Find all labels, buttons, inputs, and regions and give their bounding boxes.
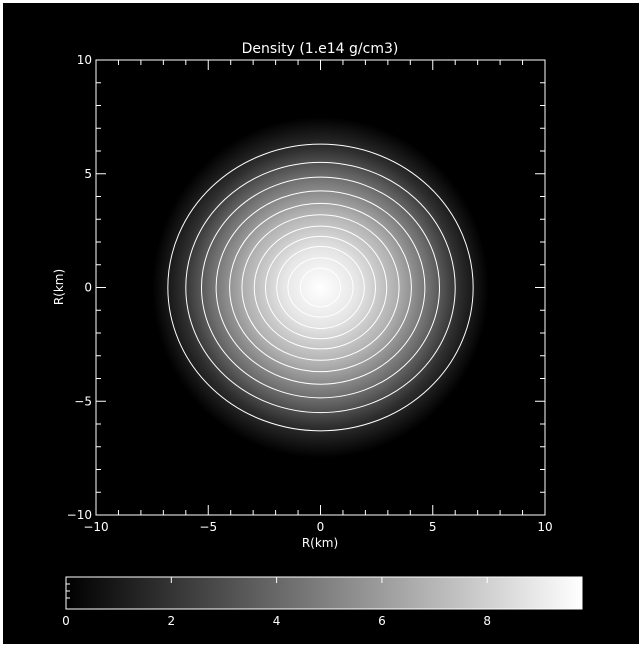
y-minor-ticks: [96, 82, 545, 493]
contour-line: [299, 267, 342, 308]
x-minor-ticks: [117, 60, 524, 515]
colorbar-tick-label: 4: [273, 614, 281, 628]
colorbar-tick-label: 6: [378, 614, 386, 628]
contour-line: [215, 190, 426, 385]
y-tick-label: 0: [84, 281, 92, 295]
contour-line: [167, 143, 474, 432]
x-tick-label: 0: [317, 520, 325, 534]
y-tick-label: 5: [84, 167, 92, 181]
plot-window: Density (1.e14 g/cm3) −10 −5 0 5 10 −10 −5 0 5 1…: [3, 3, 639, 644]
x-tick-label: 10: [537, 520, 552, 534]
x-tick-label: 5: [429, 520, 437, 534]
chart-title: Density (1.e14 g/cm3): [242, 41, 399, 57]
contour-line: [201, 176, 440, 399]
contour-line: [253, 225, 388, 350]
x-tick-label: −5: [199, 520, 217, 534]
contour-line: [229, 202, 412, 373]
density-chart: Density (1.e14 g/cm3) −10 −5 0 5 10 −10 −5 0 5 1…: [52, 41, 583, 628]
x-axis-ticks: −10 −5 0 5 10: [83, 60, 553, 534]
contour-line: [276, 246, 365, 329]
y-tick-label: −5: [74, 394, 92, 408]
y-tick-label: 10: [77, 53, 92, 67]
colorbar-tick-label: 2: [167, 614, 175, 628]
contour-line: [264, 235, 377, 340]
contour-lines: [167, 143, 474, 432]
density-field: [152, 116, 489, 459]
colorbar-tick-label: 8: [483, 614, 491, 628]
contour-line: [287, 257, 354, 318]
x-axis-label: R(km): [302, 536, 338, 550]
colorbar: [65, 576, 583, 610]
colorbar-tick-label: 0: [62, 614, 70, 628]
contour-line: [185, 161, 456, 414]
y-axis-ticks: −10 −5 0 5 10: [67, 53, 545, 522]
y-tick-label: −10: [67, 508, 92, 522]
y-axis-label: R(km): [52, 269, 66, 305]
x-tick-label: −10: [83, 520, 108, 534]
contour-line: [241, 214, 400, 361]
colorbar-ticks: 0 2 4 6 8: [62, 577, 491, 628]
